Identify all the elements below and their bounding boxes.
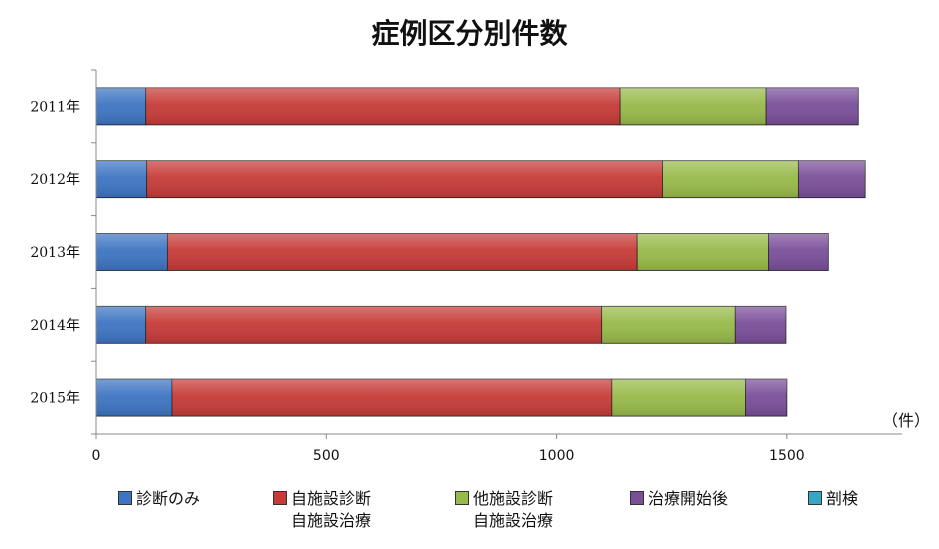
bar-segment-3-5: [611, 378, 746, 417]
legend-label: 剖検: [826, 489, 859, 508]
bar-segment-3-4: [601, 305, 736, 344]
y-tick-label: 2012年: [30, 172, 80, 188]
bar-segment-1-2: [95, 160, 148, 199]
bar-segment-2-1: [145, 87, 621, 126]
legend-swatch: [808, 491, 822, 505]
bar-segment-1-1: [95, 87, 147, 126]
x-tick-label: 500: [313, 448, 340, 464]
bar-segment-3-2: [662, 160, 799, 199]
legend-item: 剖検: [808, 488, 858, 510]
y-tick-label: 2014年: [30, 318, 80, 334]
unit-label: （件）: [882, 411, 930, 430]
y-tick-label: 2011年: [30, 99, 80, 115]
legend: 診断のみ 自施設診断 自施設治療 他施設診断 自施設治療 治療開始後 剖検: [0, 488, 939, 538]
legend-item: 自施設診断自施設治療: [273, 488, 371, 532]
legend-label-line2: 自施設治療: [291, 511, 372, 530]
bar-segment-4-3: [768, 233, 829, 271]
legend-swatch: [630, 491, 644, 505]
bar-segment-1-5: [95, 378, 173, 417]
y-tick-label: 2015年: [30, 391, 80, 407]
legend-label: 自施設診断: [291, 489, 372, 508]
bar-segment-2-2: [146, 160, 663, 199]
bar-segment-2-5: [171, 378, 613, 417]
bar-segment-4-2: [797, 160, 866, 199]
bar-segment-1-4: [95, 305, 147, 344]
legend-item: 診断のみ: [118, 488, 200, 510]
bar-segment-4-5: [745, 378, 788, 417]
legend-item: 治療開始後: [630, 488, 728, 510]
legend-label: 診断のみ: [136, 489, 201, 508]
legend-label: 治療開始後: [648, 489, 729, 508]
legend-item: 他施設診断自施設治療: [455, 488, 553, 532]
bar-segment-4-1: [765, 87, 859, 126]
legend-swatch: [455, 491, 469, 505]
bar-segment-3-1: [619, 87, 767, 126]
x-tick-label: 0: [92, 448, 101, 464]
legend-swatch: [118, 491, 132, 505]
bar-segment-3-3: [636, 233, 769, 271]
bar-segment-1-3: [95, 233, 168, 271]
legend-label-line2: 自施設治療: [473, 511, 554, 530]
y-tick-label: 2013年: [30, 245, 80, 261]
legend-swatch: [273, 491, 287, 505]
bar-segment-4-4: [734, 305, 787, 344]
chart-title: 症例区分別件数: [371, 17, 568, 50]
bar-segment-2-4: [145, 305, 603, 344]
legend-label: 他施設診断: [473, 489, 554, 508]
x-tick-label: 1500: [769, 448, 805, 464]
bar-segment-2-3: [166, 233, 638, 271]
x-tick-label: 1000: [539, 448, 575, 464]
